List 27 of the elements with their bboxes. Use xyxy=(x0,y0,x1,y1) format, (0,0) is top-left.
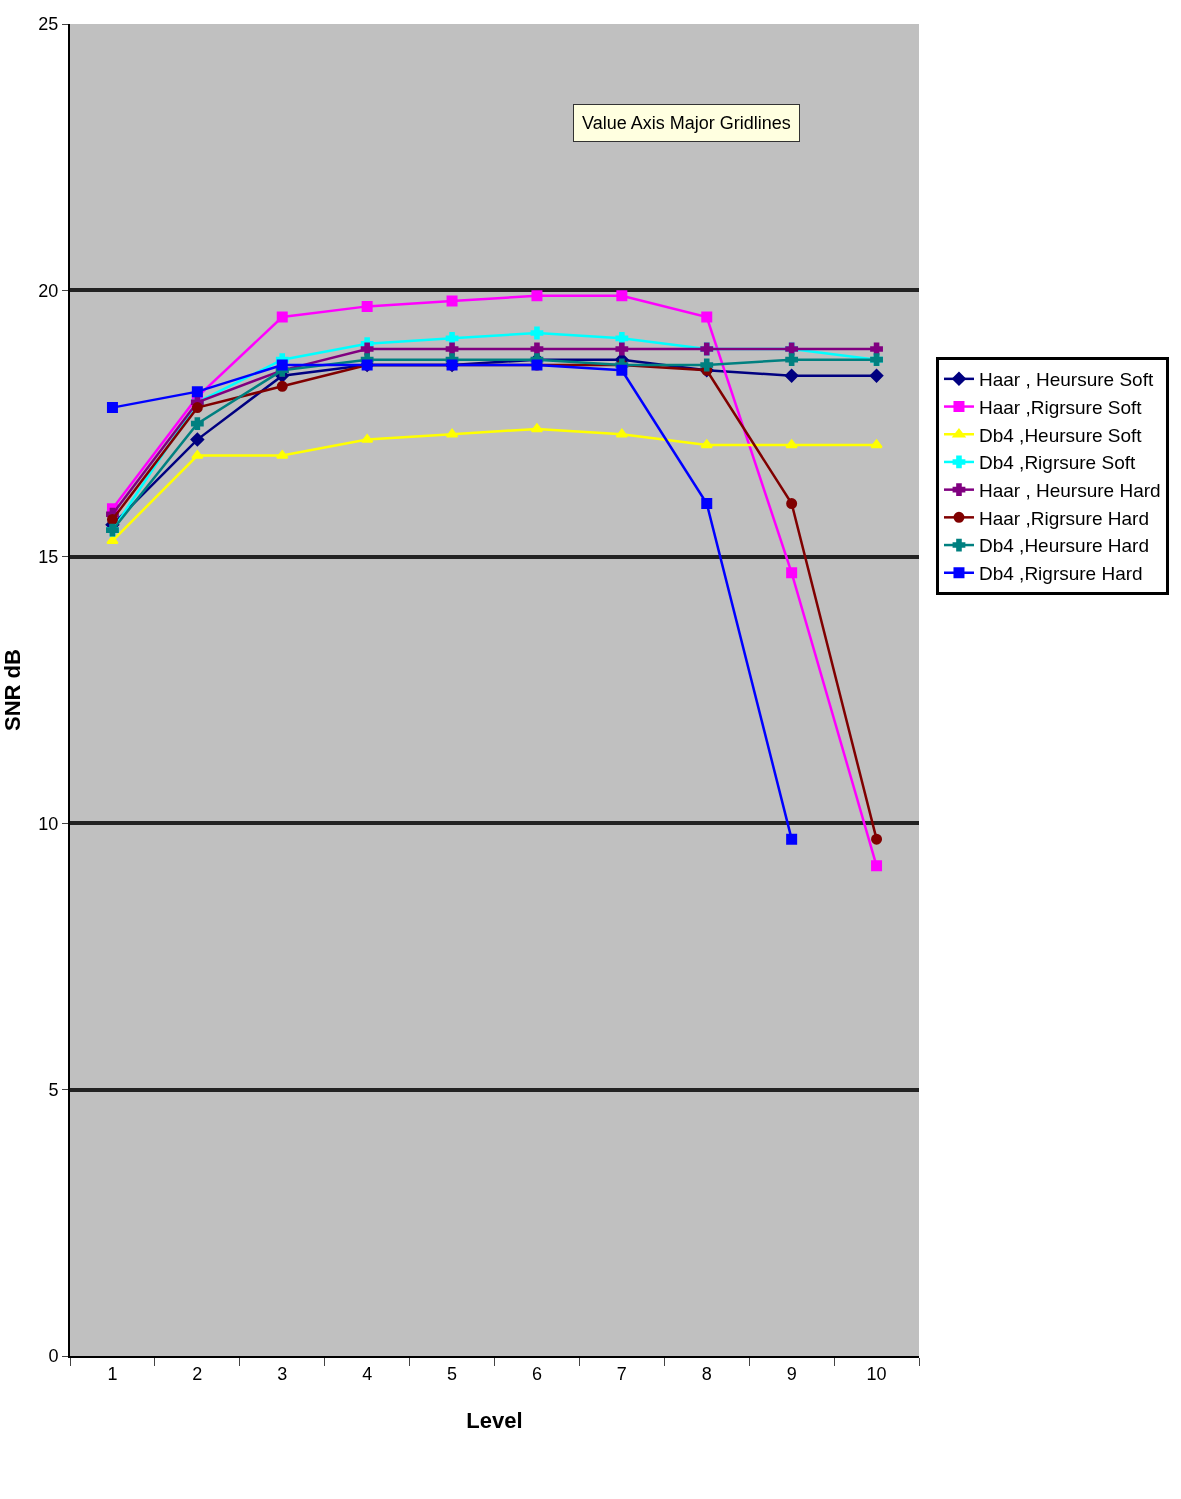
x-tick-label: 2 xyxy=(192,1363,203,1384)
x-tick-label: 8 xyxy=(701,1363,712,1384)
legend-label: Db4 ,Heursure Hard xyxy=(978,535,1150,557)
y-tick-label: 0 xyxy=(48,1346,59,1367)
legend-label: Haar ,Rigrsure Soft xyxy=(978,396,1143,418)
legend-label: Haar , Heursure Hard xyxy=(978,480,1161,502)
x-tick-label: 7 xyxy=(616,1363,627,1384)
x-tick-label: 1 xyxy=(107,1363,118,1384)
legend-label: Haar ,Rigrsure Hard xyxy=(978,507,1149,529)
y-tick-label: 20 xyxy=(38,280,59,301)
x-tick-label: 3 xyxy=(277,1363,288,1384)
x-tick-label: 10 xyxy=(866,1363,887,1384)
legend-label: Db4 ,Rigrsure Soft xyxy=(978,452,1136,474)
y-tick-label: 10 xyxy=(38,813,59,834)
legend-label: Db4 ,Rigrsure Hard xyxy=(978,563,1143,585)
x-tick-label: 5 xyxy=(447,1363,458,1384)
x-tick-label: 9 xyxy=(786,1363,797,1384)
annotation: Value Axis Major Gridlines xyxy=(582,113,791,133)
x-axis-title: Level xyxy=(466,1408,523,1433)
legend-label: Haar , Heursure Soft xyxy=(978,369,1154,391)
y-tick-label: 25 xyxy=(38,14,59,35)
y-axis-title: SNR dB xyxy=(0,649,25,731)
y-tick-label: 15 xyxy=(38,547,59,568)
x-tick-label: 6 xyxy=(531,1363,542,1384)
x-tick-label: 4 xyxy=(362,1363,373,1384)
legend-label: Db4 ,Heursure Soft xyxy=(978,424,1143,446)
y-tick-label: 5 xyxy=(48,1079,59,1100)
